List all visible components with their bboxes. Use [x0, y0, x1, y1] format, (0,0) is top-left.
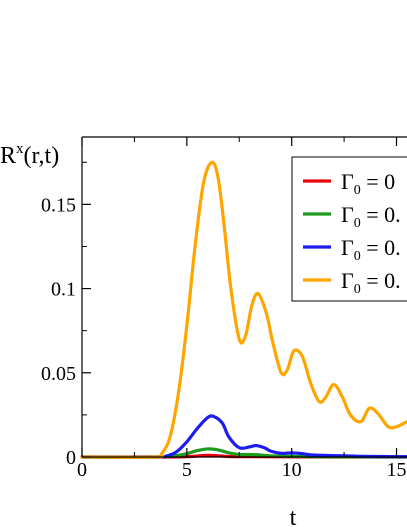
y-tick-label: 0	[66, 447, 76, 469]
x-tick-label: 5	[182, 459, 192, 481]
x-tick-label: 0	[77, 459, 87, 481]
legend-label-3: Γ0 = 0.	[341, 235, 401, 264]
y-axis-label-rest: (r,t)	[24, 143, 60, 169]
y-tick-label: 0.15	[41, 194, 76, 216]
x-axis-label: t	[290, 505, 297, 527]
legend-label-4: Γ0 = 0.	[341, 268, 401, 297]
x-tick-label: 15	[387, 459, 407, 481]
legend-label-2: Γ0 = 0.	[341, 202, 401, 231]
legend: Γ0 = 0 Γ0 = 0. Γ0 = 0. Γ0 = 0.	[291, 156, 407, 302]
y-tick-label: 0.1	[51, 279, 76, 301]
x-tick-label: 10	[282, 459, 302, 481]
legend-label-1: Γ0 = 0	[341, 169, 395, 198]
series-line-4	[80, 160, 407, 459]
y-axis-label-sup: x	[16, 141, 24, 157]
y-tick-label: 0.05	[41, 363, 76, 385]
ticks: 0 5 10 15 0 0.05 0.1 0.15	[41, 137, 407, 481]
y-axis-label-main: R	[0, 143, 16, 169]
axes	[81, 136, 407, 458]
y-axis-label: Rx(r,t)	[0, 141, 59, 169]
series-line-3	[80, 414, 407, 459]
